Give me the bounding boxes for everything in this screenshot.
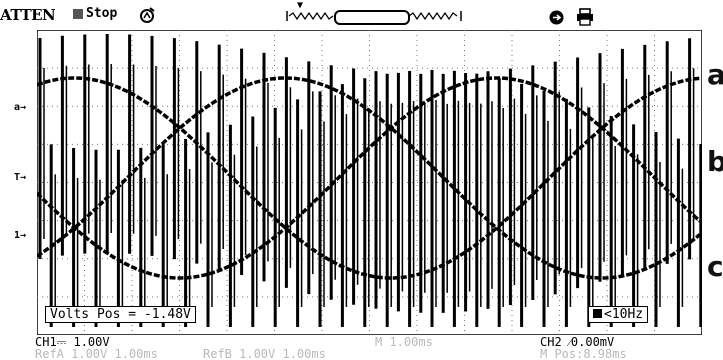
ref-a-scale: RefA 1.00V 1.00ms	[35, 347, 158, 360]
run-state-label: Stop	[86, 6, 118, 21]
time-base[interactable]: M 1.00ms	[375, 335, 433, 349]
run-state-indicator[interactable]: Stop	[73, 6, 117, 21]
run-state-icon	[73, 8, 83, 19]
top-status-bar: ATTEN Stop ▼	[0, 0, 723, 30]
phase-a-sine	[37, 76, 701, 280]
trigger-position-marker: ▼	[297, 0, 304, 11]
ch2-scale[interactable]: CH2 ⁄0.00mV	[540, 335, 615, 349]
printer-icon	[577, 8, 593, 26]
sine-waveforms	[37, 76, 702, 280]
phase-label-c: c	[707, 250, 723, 283]
phase-c-sine	[37, 76, 702, 280]
trigger-icon	[140, 7, 155, 23]
waveform-display[interactable]	[37, 30, 702, 335]
phase-label-a: a	[707, 58, 723, 91]
channel-1-marker: 1→	[14, 230, 27, 241]
frequency-icon	[593, 309, 602, 318]
trigger-level-marker: T→	[14, 172, 27, 183]
phase-b-sine	[37, 76, 702, 280]
m-pos-readout: M Pos:8.98ms	[540, 347, 627, 360]
memory-window-indicator	[334, 10, 410, 25]
brand-logo: ATTEN	[0, 6, 56, 24]
trigger-frequency-readout: <10Hz	[588, 306, 649, 323]
ref-b-scale: RefB 1.00V 1.00ms	[203, 347, 326, 360]
memory-depth-bar	[286, 11, 462, 21]
phase-label-b: b	[707, 145, 723, 178]
usb-icon	[549, 10, 564, 25]
ch1-scale[interactable]: CH1⎓ 1.00V	[35, 335, 110, 349]
trigger-frequency-value: <10Hz	[604, 307, 644, 322]
volts-pos-readout: Volts Pos = -1.48V	[45, 306, 196, 323]
reference-a-marker: a→	[14, 102, 27, 113]
